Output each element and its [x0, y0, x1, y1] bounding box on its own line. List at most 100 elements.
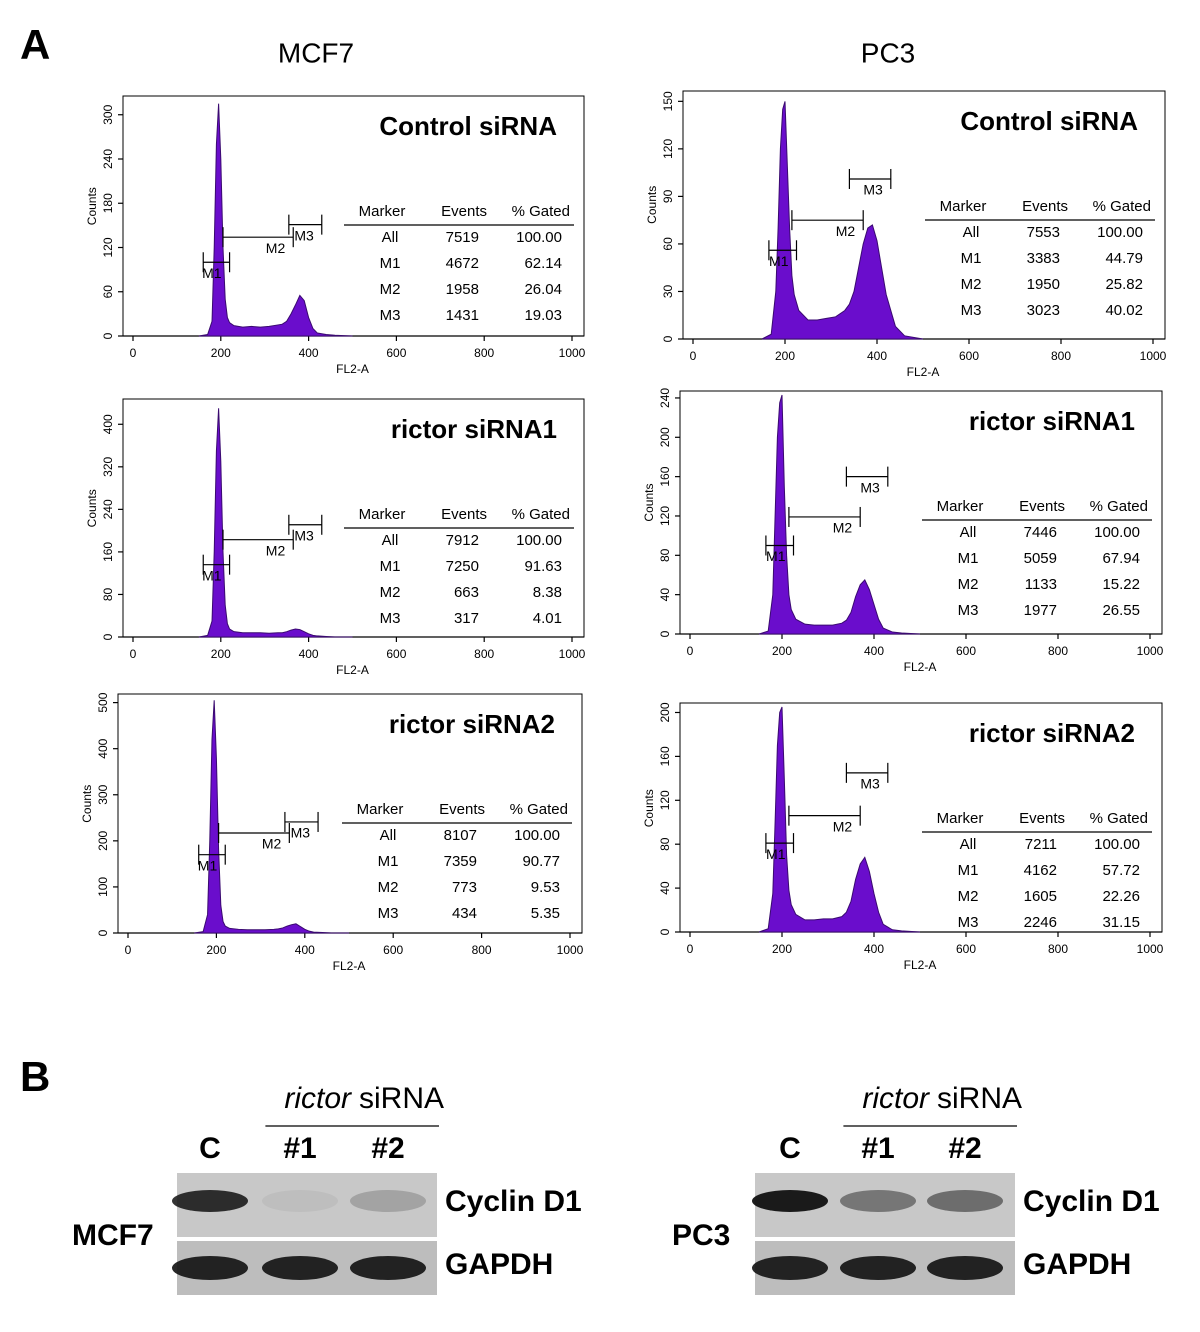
table-cell: M1	[380, 558, 401, 575]
y-tick-label: 40	[658, 588, 672, 602]
x-tick-label: 800	[1051, 349, 1071, 363]
x-tick-label: 600	[956, 644, 976, 658]
lane-label: C	[779, 1132, 801, 1165]
table-cell: 1431	[446, 307, 479, 324]
table-cell: 1133	[1025, 576, 1057, 593]
table-cell: 100.00	[1094, 524, 1140, 541]
band-label: GAPDH	[1023, 1248, 1131, 1281]
y-tick-label: 90	[661, 189, 675, 203]
table-cell: 40.02	[1105, 302, 1143, 319]
table-header: Marker	[937, 498, 984, 515]
table-cell: M1	[380, 255, 401, 272]
marker-label: M2	[262, 836, 282, 852]
marker-label: M1	[766, 548, 786, 564]
x-tick-label: 600	[383, 943, 403, 957]
x-axis-label: FL2-A	[904, 958, 937, 972]
lane-label: #2	[948, 1132, 981, 1165]
y-tick-label: 180	[101, 193, 115, 213]
x-tick-label: 1000	[1137, 644, 1164, 658]
table-cell: All	[960, 836, 977, 853]
table-header: Marker	[937, 810, 984, 827]
table-cell: 434	[452, 905, 477, 922]
group-label-text: siRNA	[359, 1082, 444, 1115]
y-tick-label: 240	[101, 499, 115, 519]
blot-band	[752, 1190, 828, 1212]
column-header: MCF7	[278, 37, 354, 68]
marker-label: M3	[860, 776, 880, 792]
table-cell: M2	[378, 879, 399, 896]
panel-title: rictor siRNA2	[969, 718, 1135, 748]
panel-title: Control siRNA	[960, 106, 1138, 136]
y-tick-label: 30	[661, 284, 675, 298]
panel-title: rictor siRNA1	[969, 406, 1135, 436]
table-cell: M3	[380, 307, 401, 324]
band-label: Cyclin D1	[445, 1185, 582, 1218]
marker-label: M3	[294, 527, 314, 543]
table-header: % Gated	[1090, 810, 1148, 827]
table-header: Marker	[357, 801, 404, 818]
blot-band	[350, 1256, 426, 1280]
band-label: Cyclin D1	[1023, 1185, 1160, 1218]
x-tick-label: 200	[772, 644, 792, 658]
y-tick-label: 160	[658, 746, 672, 766]
table-header: Marker	[940, 198, 987, 215]
x-tick-label: 0	[687, 644, 694, 658]
blot-band	[172, 1256, 248, 1280]
marker-label: M2	[833, 520, 853, 536]
blot-band	[172, 1190, 248, 1212]
table-header: % Gated	[510, 801, 568, 818]
y-axis-label: Counts	[642, 484, 656, 522]
table-header: Events	[439, 801, 485, 818]
lane-label: C	[199, 1132, 221, 1165]
x-tick-label: 0	[130, 346, 137, 360]
blot-band	[752, 1256, 828, 1280]
y-tick-label: 160	[658, 466, 672, 486]
histogram-area	[758, 394, 921, 635]
table-cell: M2	[380, 281, 401, 298]
table-cell: 1605	[1024, 888, 1057, 905]
y-tick-label: 120	[101, 237, 115, 257]
table-cell: 90.77	[522, 853, 560, 870]
blot-band	[262, 1256, 338, 1280]
x-tick-label: 400	[867, 349, 887, 363]
x-tick-label: 800	[474, 346, 494, 360]
x-tick-label: 1000	[1140, 349, 1167, 363]
table-cell: 19.03	[524, 307, 562, 324]
x-tick-label: 800	[474, 647, 494, 661]
x-tick-label: 1000	[559, 346, 586, 360]
lane-label: #1	[861, 1132, 894, 1165]
histogram-area	[194, 700, 349, 934]
panel-title: Control siRNA	[379, 111, 557, 141]
y-tick-label: 120	[658, 790, 672, 810]
panel-title: rictor siRNA1	[391, 414, 557, 444]
table-cell: 7446	[1024, 524, 1057, 541]
group-label-text: siRNA	[937, 1082, 1022, 1115]
y-tick-label: 120	[661, 139, 675, 159]
table-cell: 5.35	[531, 905, 560, 922]
lane-label: #2	[371, 1132, 404, 1165]
table-cell: 100.00	[516, 532, 562, 549]
table-cell: M3	[961, 302, 982, 319]
table-cell: 7250	[446, 558, 479, 575]
table-cell: M3	[378, 905, 399, 922]
histogram-area	[761, 101, 924, 340]
y-tick-label: 320	[101, 456, 115, 476]
table-cell: All	[963, 224, 980, 241]
table-header: Events	[1019, 498, 1065, 515]
table-cell: 100.00	[514, 827, 560, 844]
marker-label: M3	[860, 479, 880, 495]
table-header: Events	[1019, 810, 1065, 827]
y-tick-label: 60	[101, 285, 115, 299]
cell-line-label: MCF7	[72, 1219, 154, 1252]
table-header: Events	[441, 203, 487, 220]
table-cell: M1	[958, 862, 979, 879]
y-tick-label: 0	[101, 633, 115, 640]
x-tick-label: 200	[211, 647, 231, 661]
table-cell: M1	[958, 550, 979, 567]
marker-label: M3	[863, 182, 883, 198]
marker-label: M1	[198, 857, 218, 873]
marker-label: M3	[291, 825, 311, 841]
x-tick-label: 800	[1048, 644, 1068, 658]
y-tick-label: 0	[96, 929, 110, 936]
